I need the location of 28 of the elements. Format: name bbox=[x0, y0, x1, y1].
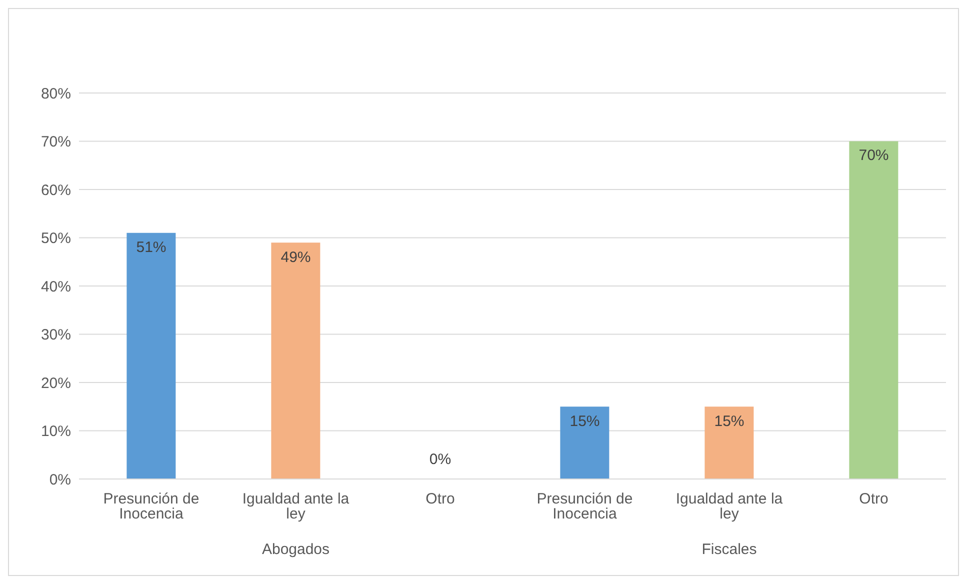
y-tick-label: 0% bbox=[49, 471, 71, 488]
text: Abogados bbox=[260, 541, 331, 558]
bar bbox=[126, 232, 176, 479]
y-tick-label: 10% bbox=[40, 423, 71, 440]
y-tick-label: 50% bbox=[40, 230, 71, 248]
bar bbox=[849, 141, 898, 479]
x-tick-label: Otro bbox=[426, 490, 455, 508]
data-label: 70% bbox=[858, 147, 890, 164]
bar bbox=[560, 406, 610, 479]
x-tick-label: Igualdad ante la ley bbox=[242, 490, 350, 523]
y-tick-label: 80% bbox=[40, 85, 71, 102]
y-tick-label: 70% bbox=[40, 134, 71, 151]
x-tick-label: Presunción de Inocencia bbox=[536, 490, 633, 523]
y-tick-label: 40% bbox=[40, 278, 71, 296]
data-label: 51% bbox=[135, 238, 168, 256]
y-tick-label: 20% bbox=[40, 374, 71, 392]
y-tick-label: 60% bbox=[40, 182, 71, 199]
text: Fiscales bbox=[700, 541, 758, 558]
x-tick-label: Otro bbox=[859, 490, 888, 508]
y-tick-label: 30% bbox=[40, 326, 71, 344]
data-label: 15% bbox=[713, 412, 746, 430]
bar bbox=[704, 406, 754, 479]
x-tick-label: Igualdad ante la ley bbox=[676, 490, 784, 523]
bar bbox=[271, 242, 320, 479]
x-tick-label: Presunción de Inocencia bbox=[103, 490, 200, 523]
data-label: 0% bbox=[428, 451, 452, 468]
data-label: 15% bbox=[568, 412, 601, 430]
data-label: 49% bbox=[280, 248, 312, 266]
